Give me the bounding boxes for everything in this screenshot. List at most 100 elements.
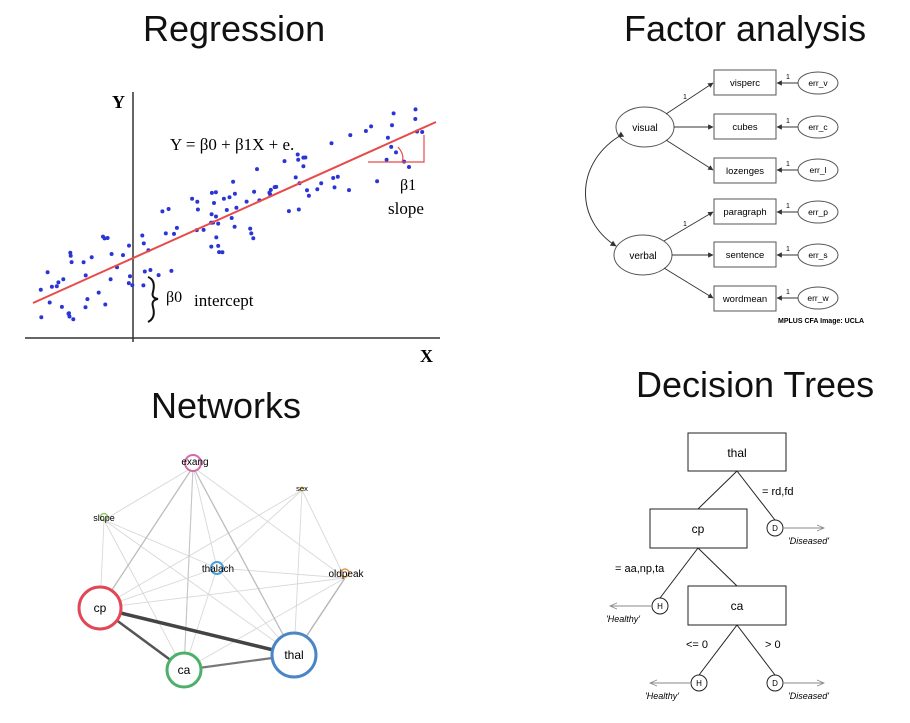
error-err_l-value: 1 — [786, 161, 790, 168]
factor-caption: MPLUS CFA Image: UCLA — [778, 318, 864, 325]
regression-point — [141, 283, 146, 288]
tree-leaf-h1-label: H — [657, 602, 663, 611]
indicator-cubes-label: cubes — [732, 122, 758, 133]
regression-point — [160, 209, 165, 214]
network-label-thalach: thalach — [202, 564, 234, 575]
loading-arrow-lozenges — [665, 139, 714, 171]
decision-tree-panel: thal cp ca = rd,fd = aa,np,ta <= 0 > 0 D… — [606, 432, 829, 701]
network-node-thal — [270, 631, 318, 679]
regression-point — [126, 281, 131, 286]
indicator-sentence-label: sentence — [726, 250, 765, 261]
tree-leaf-d2-label: D — [772, 679, 778, 688]
regression-point — [190, 196, 195, 201]
regression-point — [103, 302, 108, 307]
regression-point — [49, 284, 54, 289]
regression-point — [394, 150, 398, 155]
regression-point — [109, 252, 114, 256]
regression-point — [306, 193, 311, 198]
tree-ca-right-label: > 0 — [765, 639, 781, 651]
regression-point — [54, 284, 59, 289]
regression-point — [220, 250, 225, 255]
network-label-cp: cp — [94, 601, 107, 615]
regression-point — [296, 157, 301, 162]
slope-symbol: β1 — [400, 177, 416, 194]
tree-cp-label: cp — [692, 522, 705, 536]
network-node-exang — [184, 454, 202, 472]
network-node-oldpeak — [340, 568, 350, 578]
factor-verbal-label: verbal — [629, 251, 656, 262]
tree-cp-edge-label: = aa,np,ta — [615, 563, 665, 575]
regression-point — [140, 233, 145, 238]
tree-edge-cp-h — [659, 547, 699, 599]
regression-point — [174, 225, 179, 230]
regression-point — [38, 287, 43, 292]
loading-arrow-paragraph — [663, 211, 714, 242]
regression-point — [420, 130, 425, 134]
network-edge-cp-thal — [99, 606, 295, 657]
slope-angle-arc — [397, 146, 404, 163]
regression-point — [195, 199, 200, 204]
regression-point — [413, 107, 418, 112]
regression-point — [108, 277, 113, 282]
intercept-brace — [147, 276, 159, 323]
tree-leaf-h1-class: 'Healthy' — [606, 614, 640, 624]
regression-x-label: X — [420, 346, 433, 366]
indicator-paragraph-box — [713, 198, 777, 225]
regression-point — [391, 111, 396, 116]
regression-point — [39, 315, 44, 320]
regression-point — [305, 188, 309, 193]
regression-point — [389, 144, 394, 149]
regression-point — [319, 181, 324, 186]
error-err_p-label: err_p — [808, 207, 828, 217]
regression-point — [66, 311, 71, 316]
regression-point — [347, 188, 351, 193]
regression-point — [303, 155, 308, 160]
loading-paragraph-value: 1 — [683, 221, 687, 228]
networks-title: Networks — [151, 385, 302, 426]
loading-visperc-value: 1 — [683, 94, 687, 101]
regression-point — [209, 212, 214, 217]
network-label-sex: sex — [296, 484, 308, 493]
regression-point — [231, 179, 236, 184]
regression-point — [332, 185, 337, 190]
tree-edge-root-d — [736, 470, 776, 521]
regression-point — [229, 216, 234, 220]
regression-point — [234, 205, 239, 210]
regression-point — [227, 195, 232, 200]
regression-point — [214, 214, 218, 219]
factor-analysis-title: Factor analysis — [624, 8, 867, 49]
regression-point — [348, 133, 353, 138]
regression-point — [163, 231, 168, 236]
regression-point — [83, 305, 88, 310]
regression-point — [130, 283, 135, 288]
regression-point — [85, 297, 90, 302]
regression-point — [96, 290, 101, 295]
factor-analysis-panel: visual verbal visperc cubes lozenges par… — [585, 69, 864, 325]
regression-point — [282, 159, 287, 164]
network-node-thalach — [210, 561, 224, 575]
regression-point — [128, 274, 132, 279]
regression-point — [251, 236, 256, 241]
regression-point — [201, 227, 206, 232]
network-node-slope — [99, 512, 109, 522]
regression-point — [244, 199, 249, 204]
regression-points — [38, 107, 425, 322]
tree-leaf-h2 — [690, 674, 708, 692]
error-err_c-label: err_c — [808, 122, 828, 132]
factor-covariance-arc — [585, 131, 625, 247]
regression-point — [315, 187, 320, 192]
regression-point — [286, 209, 291, 214]
regression-point — [213, 190, 218, 195]
tree-leaf-h2-label: H — [696, 679, 702, 688]
tree-ca-left-label: <= 0 — [686, 639, 708, 651]
slope-triangle — [368, 135, 425, 163]
regression-point — [224, 208, 229, 212]
error-err_s-value: 1 — [786, 246, 790, 253]
network-node-ca — [165, 651, 203, 689]
regression-point — [81, 260, 86, 265]
regression-point — [105, 236, 110, 240]
regression-point — [216, 221, 221, 226]
tree-edge-cp-ca — [697, 547, 738, 587]
network-label-oldpeak: oldpeak — [328, 569, 364, 580]
